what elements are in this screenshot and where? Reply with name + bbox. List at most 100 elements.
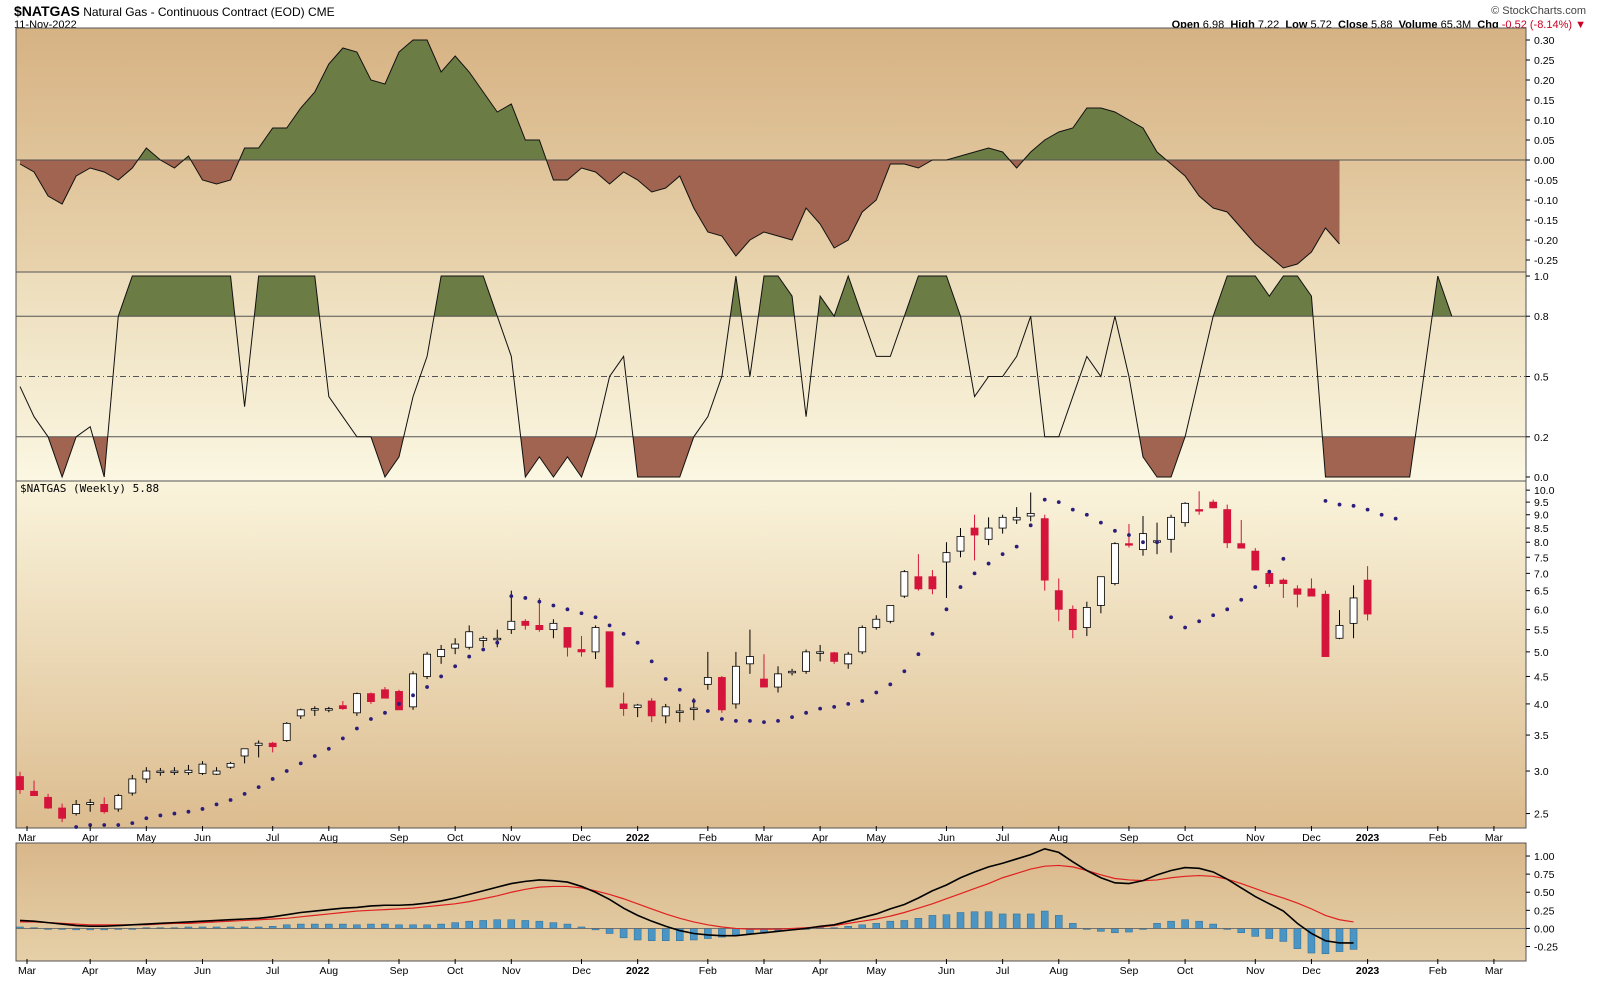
- x-tick-label: Aug: [1049, 832, 1068, 844]
- sar-dot: [228, 798, 233, 802]
- price-panel-label: $NATGAS (Weekly) 5.88: [20, 482, 159, 495]
- histogram-bar: [1026, 913, 1035, 929]
- x-tick-label: Oct: [447, 965, 463, 977]
- candle-body: [647, 700, 656, 717]
- x-tick-label: Jul: [996, 965, 1009, 977]
- histogram-bar: [381, 923, 389, 929]
- x-tick-label: May: [136, 832, 157, 844]
- candle-body: [1195, 509, 1204, 512]
- sar-dot: [986, 561, 991, 566]
- sar-dot: [1239, 597, 1244, 602]
- x-tick-label: 2023: [1356, 965, 1380, 977]
- candle-body: [998, 516, 1007, 529]
- sar-dot: [172, 811, 177, 816]
- candle-body: [774, 673, 782, 688]
- candle-body: [816, 651, 825, 654]
- histogram-bar: [563, 923, 572, 929]
- candle-body: [198, 763, 207, 774]
- histogram-bar: [928, 915, 937, 929]
- x-tick-label: Nov: [502, 965, 521, 977]
- x-tick-label: Oct: [1177, 832, 1193, 844]
- candle-body: [1307, 588, 1316, 597]
- x-tick-label: Feb: [1429, 832, 1447, 844]
- sar-dot: [874, 690, 879, 695]
- candle-body: [1068, 608, 1077, 631]
- x-tick-label: Mar: [755, 965, 774, 977]
- histogram-bar: [521, 920, 530, 929]
- y-tick-label: 1.0: [1534, 271, 1549, 283]
- sar-dot: [284, 769, 289, 773]
- sar-dot: [1253, 585, 1258, 589]
- x-tick-label: Nov: [1246, 832, 1265, 844]
- y-tick-label: 4.5: [1534, 671, 1549, 683]
- y-tick-label: 8.0: [1534, 537, 1549, 549]
- sar-dot: [88, 823, 93, 827]
- x-tick-label: Nov: [502, 832, 521, 844]
- sar-dot: [719, 717, 724, 721]
- candle-body: [1251, 550, 1260, 571]
- mid-lower-area: [48, 436, 1416, 477]
- y-tick-label: 0.30: [1534, 35, 1555, 47]
- histogram-bar: [367, 923, 375, 929]
- x-tick-label: May: [866, 832, 887, 844]
- candle-body: [1265, 572, 1274, 584]
- candle-body: [984, 527, 993, 540]
- histogram-bar: [465, 920, 473, 929]
- candle-body: [254, 742, 263, 746]
- mid-oscillator-line: [19, 274, 1453, 479]
- candle-body: [16, 776, 24, 791]
- candle-body: [156, 770, 165, 773]
- histogram-bar: [1055, 915, 1063, 929]
- x-tick-label: Apr: [82, 965, 99, 977]
- sar-dot: [130, 821, 135, 825]
- signal-line: [20, 864, 1354, 930]
- y-tick-label: 7.0: [1534, 568, 1549, 580]
- y-tick-label: -0.20: [1534, 235, 1558, 247]
- x-tick-label: Feb: [699, 832, 717, 844]
- sar-dot: [593, 615, 598, 620]
- x-tick-label: Apr: [82, 832, 99, 844]
- y-tick-label: 0.10: [1534, 115, 1555, 127]
- histogram-bar: [1167, 920, 1175, 929]
- candle-body: [240, 748, 249, 757]
- y-tick-label: 0.8: [1534, 311, 1549, 323]
- sar-dot: [102, 823, 107, 827]
- mid-upper-area: [118, 276, 1452, 317]
- sar-dot: [790, 715, 794, 720]
- histogram-bar: [872, 923, 881, 929]
- histogram-bar: [1153, 923, 1161, 929]
- sar-dot: [1197, 619, 1202, 624]
- candle-body: [493, 637, 502, 641]
- histogram-bar: [970, 911, 979, 929]
- candle-body: [1363, 579, 1372, 615]
- histogram-bar: [507, 919, 516, 929]
- sar-dot: [453, 664, 458, 669]
- band-fill: [118, 276, 1452, 317]
- histogram-bar: [409, 924, 417, 929]
- sar-dot: [481, 647, 486, 652]
- histogram-bar: [353, 924, 361, 929]
- histogram-bar: [311, 923, 319, 929]
- band-fill: [48, 436, 1416, 477]
- sar-dot: [635, 640, 640, 645]
- candle-body: [465, 631, 474, 648]
- y-tick-label: 0.2: [1534, 432, 1549, 444]
- mid-y-axis: 1.0 0.8 0.5 0.2 0.0: [1526, 271, 1549, 484]
- x-tick-label: Jun: [938, 965, 955, 977]
- sar-dot: [1042, 497, 1047, 502]
- candle-body: [409, 673, 417, 708]
- candle-body: [717, 677, 726, 711]
- x-tick-label: Feb: [699, 965, 717, 977]
- down-arrow-icon: ▼: [1575, 19, 1586, 31]
- sar-dot: [705, 709, 710, 713]
- candle-body: [30, 790, 38, 797]
- sar-dot: [495, 640, 500, 645]
- sar-dot: [579, 611, 584, 616]
- sar-dot: [804, 710, 808, 715]
- x-tick-label: May: [136, 965, 157, 977]
- histogram-bar: [956, 912, 965, 929]
- sar-dot: [369, 717, 373, 721]
- symbol: $NATGAS: [14, 3, 80, 19]
- candle-body: [507, 620, 516, 631]
- sar-dot: [1014, 544, 1019, 549]
